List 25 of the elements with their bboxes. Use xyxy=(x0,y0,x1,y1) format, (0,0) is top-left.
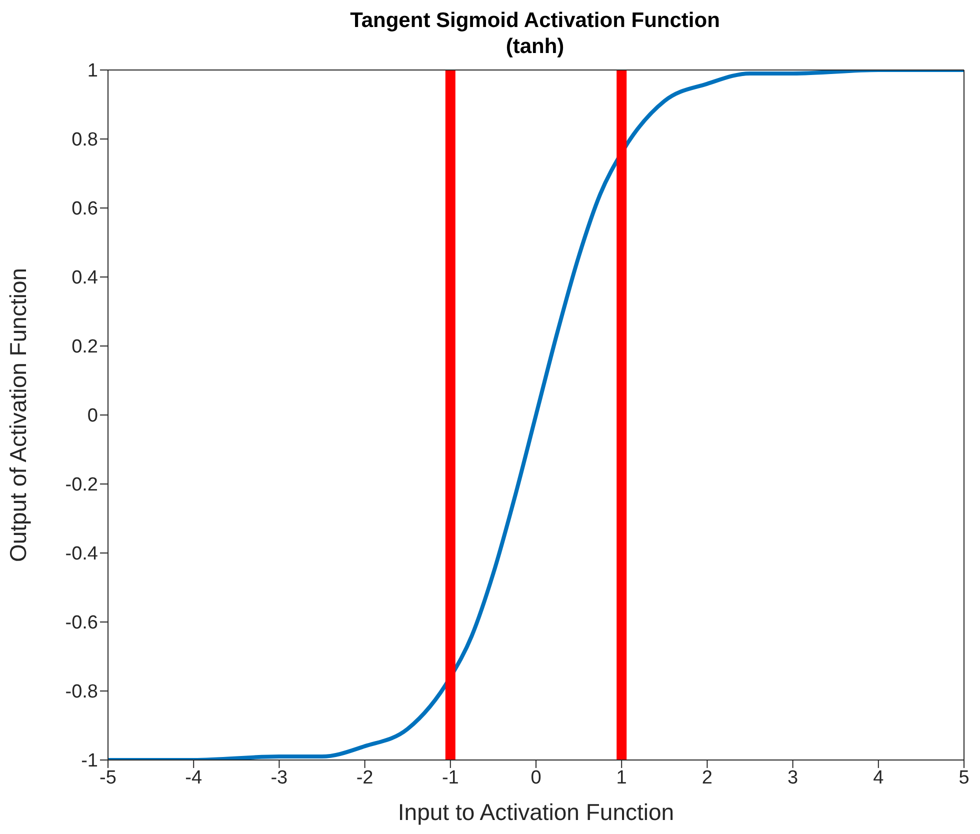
x-tick-label: -3 xyxy=(270,767,288,788)
x-tick-label: 0 xyxy=(530,767,542,788)
y-axis-title: Output of Activation Function xyxy=(5,268,32,562)
y-tick-label: -0.4 xyxy=(65,544,98,565)
x-tick-label: 2 xyxy=(702,767,712,788)
y-tick-label: -0.2 xyxy=(65,474,98,496)
x-tick-label: -4 xyxy=(185,767,202,788)
y-tick-label: 1 xyxy=(87,60,98,82)
y-tick-label: -1 xyxy=(81,750,98,772)
x-tick-label: 3 xyxy=(788,767,798,788)
x-tick-label: -5 xyxy=(100,767,116,788)
y-tick-label: 0.2 xyxy=(72,336,98,358)
y-tick-label: 0 xyxy=(87,406,98,427)
y-tick-label: -0.8 xyxy=(65,682,98,703)
x-tick-label: 4 xyxy=(873,767,884,788)
y-tick-label: 0.6 xyxy=(72,198,98,220)
y-tick-label: 0.8 xyxy=(72,130,98,151)
x-tick-label: 1 xyxy=(616,767,627,788)
x-tick-label: -2 xyxy=(356,767,374,788)
x-tick-label: -1 xyxy=(442,767,459,788)
y-tick-label: 0.4 xyxy=(72,268,98,289)
chart-title: Tangent Sigmoid Activation Function (tanh) xyxy=(349,8,721,60)
x-tick-label: 5 xyxy=(958,767,970,788)
y-tick-label: -0.6 xyxy=(65,612,98,634)
x-axis-title: Input to Activation Function xyxy=(398,799,674,825)
